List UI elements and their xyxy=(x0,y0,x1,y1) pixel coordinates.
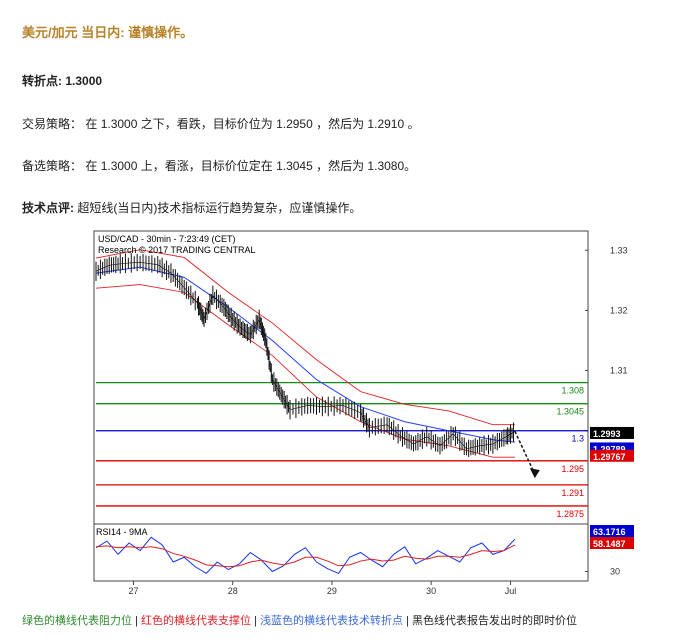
x-tick-label: Jul xyxy=(505,586,517,596)
pivot-value: 1.3000 xyxy=(65,74,103,88)
strategy-label: 交易策略： xyxy=(22,117,83,131)
legend-blue: 浅蓝色的横线代表技术转折点 xyxy=(259,615,403,627)
chart-header-line1: USD/CAD - 30min - 7:23:49 (CET) xyxy=(98,234,236,244)
level-label: 1.2875 xyxy=(556,509,584,519)
upper-band-line xyxy=(95,249,515,426)
alternative-line: 备选策略： 在 1.3000 上，看涨，目标价位定在 1.3045 ，然后为 1… xyxy=(22,157,416,174)
legend: 绿色的横线代表阻力位 | 红色的横线代表支撑位 | 浅蓝色的横线代表技术转折点 … xyxy=(22,612,577,628)
price-chart: 1.331.321.311.31.3081.30451.31.2951.2911… xyxy=(93,230,634,596)
price-tag-label: 1.29767 xyxy=(593,452,626,462)
rsi-tick-label: 30 xyxy=(610,567,620,577)
y-tick-label: 1.33 xyxy=(610,245,628,255)
rsi-ma-line xyxy=(95,544,516,568)
price-tag-box xyxy=(590,426,634,439)
legend-sep-2: | xyxy=(254,615,257,627)
price-line xyxy=(95,261,516,450)
rsi-tag-box xyxy=(590,525,634,537)
x-tick-label: 29 xyxy=(327,586,337,596)
alternative-label: 备选策略： xyxy=(22,159,83,173)
price-tag-label: 1.29789 xyxy=(593,444,626,454)
x-tick-label: 28 xyxy=(228,586,238,596)
chart-header-line2: Research © 2017 TRADING CENTRAL xyxy=(98,245,256,255)
price-tag-label: 1.2993 xyxy=(593,429,621,439)
level-label: 1.291 xyxy=(561,488,584,498)
y-tick-label: 1.31 xyxy=(610,366,628,376)
rsi-tag-label: 58.1487 xyxy=(593,539,626,549)
legend-red: 红色的横线代表支撑位 xyxy=(140,615,251,627)
level-label: 1.295 xyxy=(561,464,584,474)
strategy-line: 交易策略： 在 1.3000 之下，看跌，目标价位为 1.2950 ，然后为 1… xyxy=(22,115,419,132)
page-title: 美元/加元 当日内: 谨慎操作。 xyxy=(22,25,194,40)
forecast-arrow-head xyxy=(529,468,540,479)
level-label: 1.308 xyxy=(561,386,584,396)
comment-label: 技术点评: xyxy=(22,201,74,215)
rsi-label: RSI14 - 9MA xyxy=(96,527,148,537)
rsi-panel-frame xyxy=(93,523,589,582)
price-tag-box xyxy=(590,449,634,462)
legend-black: 黑色线代表报告发出时的即时价位 xyxy=(411,615,577,627)
pivot-label: 转折点: xyxy=(22,74,62,88)
y-tick-label: 1.32 xyxy=(610,305,628,315)
level-label: 1.3045 xyxy=(556,407,584,417)
rsi-tag-box xyxy=(590,537,634,549)
level-label: 1.3 xyxy=(571,434,584,444)
alternative-text: 在 1.3000 上，看涨，目标价位定在 1.3045 ，然后为 1.3080。 xyxy=(85,159,417,173)
legend-sep-3: | xyxy=(406,615,409,627)
comment-text: 超短线(当日内)技术指标运行趋势复杂，应谨慎操作。 xyxy=(77,201,362,215)
forecast-arrow-shaft xyxy=(514,431,536,475)
moving-average-line xyxy=(95,266,516,443)
legend-green: 绿色的横线代表阻力位 xyxy=(22,615,132,627)
lower-band-line xyxy=(95,284,515,458)
rsi-tag-label: 63.1716 xyxy=(593,527,626,537)
x-tick-label: 30 xyxy=(426,586,436,596)
strategy-text: 在 1.3000 之下，看跌，目标价位为 1.2950 ，然后为 1.2910 … xyxy=(85,117,420,131)
x-tick-label: 27 xyxy=(128,586,138,596)
comment-line: 技术点评: 超短线(当日内)技术指标运行趋势复杂，应谨慎操作。 xyxy=(22,199,361,216)
pivot-line: 转折点: 1.3000 xyxy=(22,72,102,89)
legend-sep-1: | xyxy=(135,615,138,627)
